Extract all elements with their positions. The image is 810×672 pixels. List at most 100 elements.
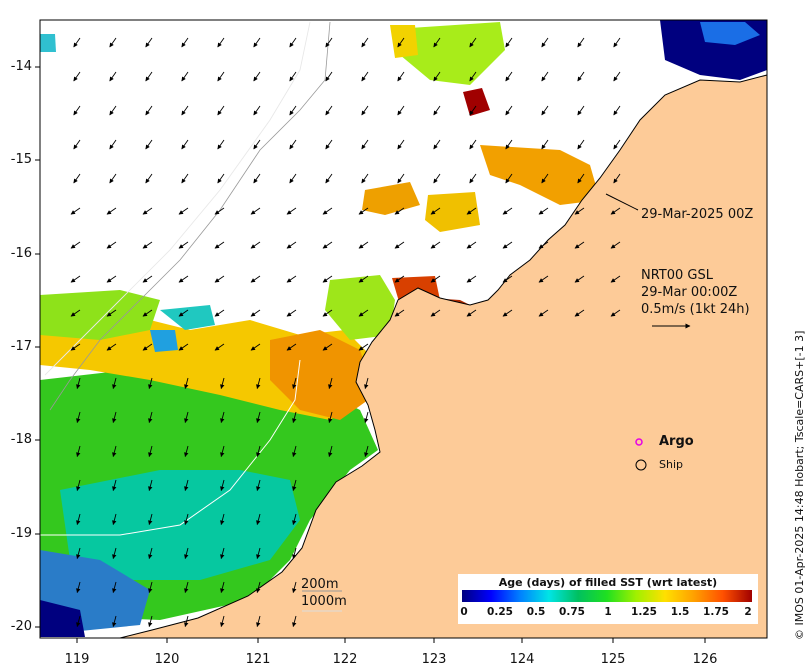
wind-arrow xyxy=(328,377,333,390)
sst-lightgreen-mid xyxy=(325,275,395,340)
wind-arrow xyxy=(430,207,441,215)
wind-arrow xyxy=(181,139,189,150)
colorbar-tick: 0.5 xyxy=(526,606,546,618)
wind-arrow xyxy=(577,105,585,116)
wind-arrow xyxy=(538,207,549,215)
wind-arrow xyxy=(178,241,189,249)
wind-arrow xyxy=(76,479,81,492)
wind-arrow xyxy=(358,309,369,317)
wind-arrow xyxy=(178,309,189,317)
colorbar-tick: 1.75 xyxy=(703,606,729,618)
contour-1000m-label: 1000m xyxy=(301,594,347,609)
wind-arrow xyxy=(613,71,621,82)
wind-arrow xyxy=(397,173,405,184)
wind-arrow xyxy=(184,445,189,458)
wind-arrow xyxy=(76,377,81,390)
wind-arrow xyxy=(430,241,441,249)
lon-tick: 126 xyxy=(692,652,718,667)
wind-arrow xyxy=(358,275,369,283)
lon-tick: 120 xyxy=(154,652,180,667)
wind-arrow xyxy=(112,445,117,458)
wind-arrow xyxy=(142,241,153,249)
wind-arrow xyxy=(112,479,117,492)
wind-arrow xyxy=(112,581,117,594)
land-mass xyxy=(120,75,767,638)
sst-lightgreen-north xyxy=(400,22,505,85)
credit-text: © IMOS 01-Apr-2025 14:48 Hobart; Tscale=… xyxy=(793,330,806,640)
wind-arrow xyxy=(145,37,153,48)
wind-arrow xyxy=(217,139,225,150)
wind-arrow xyxy=(70,275,81,283)
wind-arrow xyxy=(220,615,225,628)
wind-arrow xyxy=(505,105,513,116)
lat-tick: -14 xyxy=(10,59,32,74)
wind-arrow xyxy=(541,105,549,116)
wind-arrow xyxy=(181,105,189,116)
colorbar-title: Age (days) of filled SST (wrt latest) xyxy=(498,576,718,589)
wind-arrow xyxy=(214,309,225,317)
land-peninsula xyxy=(485,330,520,405)
wind-arrow xyxy=(430,309,441,317)
wind-arrow xyxy=(217,71,225,82)
wind-arrow xyxy=(322,343,333,351)
wind-arrow xyxy=(106,275,117,283)
wind-arrow xyxy=(397,105,405,116)
wind-arrow xyxy=(505,71,513,82)
wind-arrow xyxy=(466,309,477,317)
wind-arrow xyxy=(613,139,621,150)
wind-arrow xyxy=(577,71,585,82)
wind-arrow xyxy=(250,275,261,283)
colorbar-tick: 0 xyxy=(460,606,468,618)
lon-tick: 119 xyxy=(64,652,90,667)
wind-arrow xyxy=(256,411,261,424)
wind-arrow xyxy=(220,377,225,390)
wind-arrow xyxy=(181,37,189,48)
wind-arrow xyxy=(184,377,189,390)
wind-arrow xyxy=(253,71,261,82)
wind-arrow xyxy=(322,241,333,249)
wind-arrow xyxy=(76,615,81,628)
wind-arrow xyxy=(76,547,81,560)
wind-arrow xyxy=(256,581,261,594)
wind-arrow xyxy=(250,207,261,215)
wind-arrow xyxy=(253,139,261,150)
wind-arrow xyxy=(610,207,621,215)
contour-200m-label: 200m xyxy=(301,577,339,592)
wind-arrow xyxy=(292,411,297,424)
wind-arrow xyxy=(328,445,333,458)
axis-ticks xyxy=(35,66,706,643)
wind-arrow xyxy=(181,173,189,184)
wind-arrow xyxy=(574,241,585,249)
wind-arrow xyxy=(610,241,621,249)
wind-arrow xyxy=(214,343,225,351)
wind-arrow xyxy=(538,275,549,283)
lon-tick: 124 xyxy=(509,652,535,667)
wind-arrow xyxy=(220,479,225,492)
wind-arrow xyxy=(577,139,585,150)
wind-arrow xyxy=(322,275,333,283)
wind-arrow xyxy=(286,343,297,351)
wind-arrow xyxy=(364,445,369,458)
sst-yellow-north xyxy=(390,25,418,58)
wind-arrow xyxy=(433,71,441,82)
wind-arrow xyxy=(466,275,477,283)
wind-arrow xyxy=(364,411,369,424)
wind-arrow xyxy=(361,173,369,184)
wind-arrow xyxy=(469,37,477,48)
colorbar-tick: 1.5 xyxy=(670,606,690,618)
wind-arrow xyxy=(505,139,513,150)
wind-arrow xyxy=(109,71,117,82)
wind-arrow xyxy=(148,615,153,628)
wind-arrow xyxy=(325,173,333,184)
colorbar xyxy=(462,590,752,602)
wind-arrow xyxy=(73,105,81,116)
sst-orange-mid2 xyxy=(425,192,480,232)
wind-arrow xyxy=(325,139,333,150)
wind-arrow xyxy=(73,71,81,82)
wind-arrow xyxy=(184,513,189,526)
map-plot-area[interactable] xyxy=(40,20,768,639)
colorbar-tick: 0.25 xyxy=(487,606,513,618)
wind-arrow xyxy=(220,411,225,424)
wind-arrow xyxy=(220,547,225,560)
